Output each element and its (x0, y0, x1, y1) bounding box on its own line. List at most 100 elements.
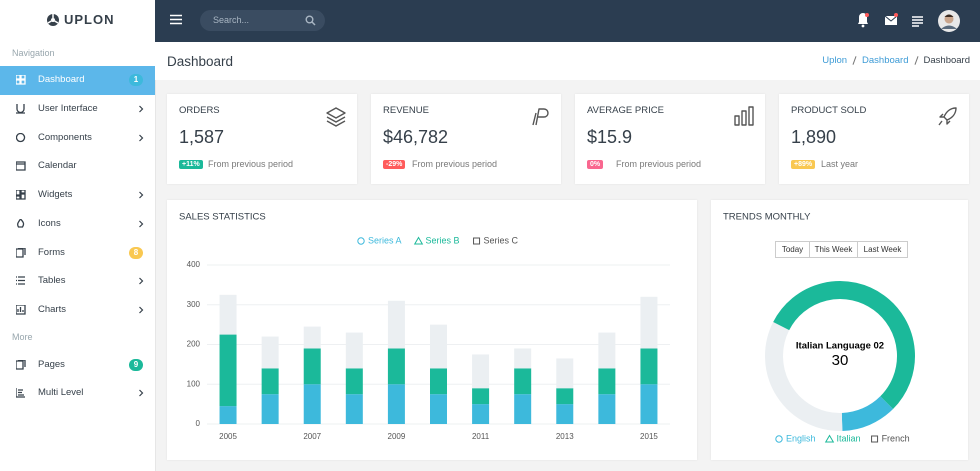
stat-title: AVERAGE PRICE (587, 105, 664, 116)
x-tick-label: 2009 (388, 432, 406, 441)
legend-label: French (882, 433, 910, 443)
stat-note: Last year (821, 159, 859, 169)
section-title: Navigation (12, 48, 55, 58)
chart-title: SALES STATISTICS (179, 212, 266, 223)
stat-icon-shape (938, 107, 957, 126)
breadcrumb-item[interactable]: Dashboard (862, 55, 909, 66)
avatar[interactable] (938, 10, 960, 32)
nav-badge: 9 (129, 358, 143, 371)
nav-item[interactable]: Widgets (0, 181, 155, 210)
chevron (139, 277, 144, 285)
legend-item[interactable]: Italian (824, 433, 861, 443)
stat-title: REVENUE (383, 105, 429, 116)
nav-label: Icons (38, 217, 61, 229)
nav-icon (17, 218, 25, 228)
page-title: Dashboard (167, 54, 234, 69)
stat-change: 0% (587, 160, 604, 169)
x-tick-label: 2005 (219, 432, 237, 441)
filter-button[interactable]: This Week (809, 241, 858, 258)
legend-item[interactable]: English (775, 433, 816, 443)
nav-badge: 8 (129, 246, 143, 259)
bar-segment (345, 368, 363, 395)
nav-item[interactable]: Components (0, 123, 155, 152)
nav-label: User Interface (38, 103, 98, 115)
bar-segment (598, 394, 616, 424)
notifications-icon[interactable] (858, 13, 869, 28)
bar-segment (261, 336, 279, 369)
bar-segment (640, 296, 658, 349)
nav-label: Components (38, 131, 92, 143)
search-icon[interactable] (305, 15, 316, 26)
nav-item[interactable]: Multi Level (0, 379, 155, 408)
nav-item[interactable]: Tables (0, 267, 155, 296)
breadcrumb-item: Dashboard (923, 55, 970, 66)
messages-icon[interactable] (884, 13, 898, 25)
stat-note: From previous period (208, 159, 294, 169)
chevron (139, 389, 144, 397)
legend-marker (775, 435, 783, 443)
breadcrumb-item[interactable]: Uplon (822, 55, 848, 66)
stat-change: +89% (791, 160, 816, 169)
legend-item[interactable]: Series A (357, 235, 402, 245)
donut-segment (765, 321, 843, 431)
legend-marker (871, 435, 879, 443)
bar-segment (430, 324, 447, 369)
nav-icon-shape (16, 161, 26, 172)
legend-marker (473, 237, 481, 245)
bar-segment (556, 388, 574, 405)
chevron (139, 134, 144, 142)
stat-icon-shape (734, 106, 754, 126)
y-tick-label: 0 (196, 419, 201, 428)
nav-item[interactable]: Icons (0, 210, 155, 239)
nav-icon-shape (16, 247, 26, 258)
legend-item[interactable]: Series C (473, 235, 519, 245)
nav-badge: 1 (129, 74, 143, 87)
filter-button[interactable]: Last Week (857, 241, 908, 258)
filter-button[interactable]: Today (775, 241, 810, 258)
chart-title: TRENDS MONTHLY (723, 212, 811, 223)
stat-icon (532, 108, 549, 126)
chart-card: SALES STATISTICS Series A Series B Series C… (167, 200, 697, 460)
stat-value: 1,587 (179, 127, 225, 147)
list-icon[interactable] (912, 16, 923, 27)
x-tick-label: 2007 (303, 432, 321, 441)
bar-segment (219, 334, 237, 407)
brand[interactable]: UPLON (64, 12, 115, 27)
legend-item[interactable]: French (871, 433, 910, 443)
chevron (139, 105, 144, 113)
legend-marker (357, 237, 365, 245)
menu-toggle[interactable] (170, 14, 182, 25)
stat-icon (734, 106, 754, 126)
stat-title: ORDERS (179, 105, 220, 116)
button-label: Last Week (864, 245, 903, 254)
legend-marker (824, 434, 835, 443)
nav-item[interactable]: Charts (0, 296, 155, 325)
nav-item[interactable]: Dashboard 1 (0, 66, 155, 95)
logo-icon (47, 14, 59, 26)
bar-segment (640, 348, 658, 385)
nav-label: Forms (38, 246, 65, 258)
search-box[interactable]: Search... (200, 10, 325, 31)
nav-label: Multi Level (38, 387, 84, 399)
stat-card: REVENUE $46,782 -29% From previous period (371, 94, 561, 184)
button-frame (857, 241, 908, 258)
nav-label: Tables (38, 275, 66, 287)
nav-item[interactable]: User Interface (0, 95, 155, 124)
nav-icon (16, 190, 26, 200)
stat-change: +11% (179, 160, 203, 169)
breadcrumb: Uplon Dashboard Dashboard (822, 55, 970, 66)
nav-item[interactable]: Forms 8 (0, 238, 155, 267)
bar-segment (514, 394, 532, 424)
donut-segment (841, 396, 894, 431)
nav-icon-shape (16, 104, 25, 114)
legend-item[interactable]: Series B (413, 235, 460, 245)
nav-item[interactable]: Pages 9 (0, 350, 155, 379)
nav-item[interactable]: Calendar (0, 152, 155, 181)
nav-icon (16, 304, 26, 315)
donut-center-value: 30 (832, 352, 849, 369)
bar-segment (219, 406, 237, 424)
bar-segment (514, 348, 532, 369)
stat-value: 1,890 (791, 127, 837, 147)
bar-segment (472, 388, 490, 405)
